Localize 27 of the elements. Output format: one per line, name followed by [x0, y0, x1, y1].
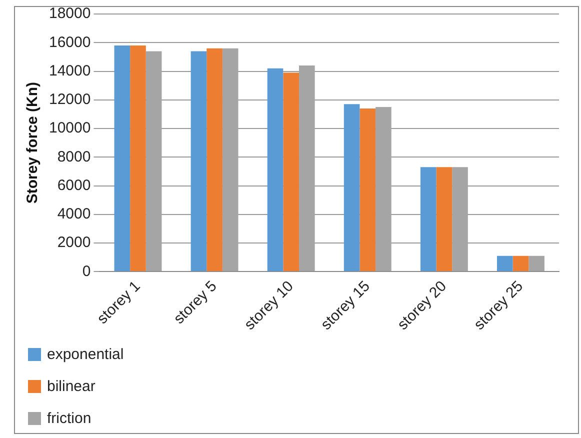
legend-label: exponential: [47, 346, 124, 362]
bar: [420, 167, 436, 272]
y-tick-label: 0: [82, 262, 91, 280]
y-tick-label: 18000: [48, 5, 91, 22]
bar: [360, 108, 376, 272]
y-axis-title: Storey force (Kn): [24, 82, 42, 204]
bar: [206, 48, 222, 272]
y-tick-label: 14000: [48, 62, 91, 80]
bar: [344, 104, 360, 272]
y-tick-label: 2000: [57, 234, 91, 252]
y-tick-label: 4000: [57, 206, 91, 223]
y-tick-label: 16000: [48, 34, 91, 51]
bar: [512, 256, 529, 272]
y-tick-label: 12000: [48, 91, 91, 108]
bar: [496, 256, 513, 272]
y-tick-label: 6000: [57, 176, 91, 194]
y-tick-label: 10000: [48, 120, 91, 137]
bar: [190, 51, 207, 272]
bar: [528, 256, 544, 272]
bar: [267, 68, 284, 272]
bar: [283, 72, 299, 272]
legend-label: bilinear: [47, 378, 96, 394]
y-tick-label: 8000: [57, 148, 91, 166]
bar: [114, 45, 130, 272]
legend-label: friction: [47, 410, 92, 426]
bar: [130, 45, 146, 272]
bar: [436, 167, 452, 272]
